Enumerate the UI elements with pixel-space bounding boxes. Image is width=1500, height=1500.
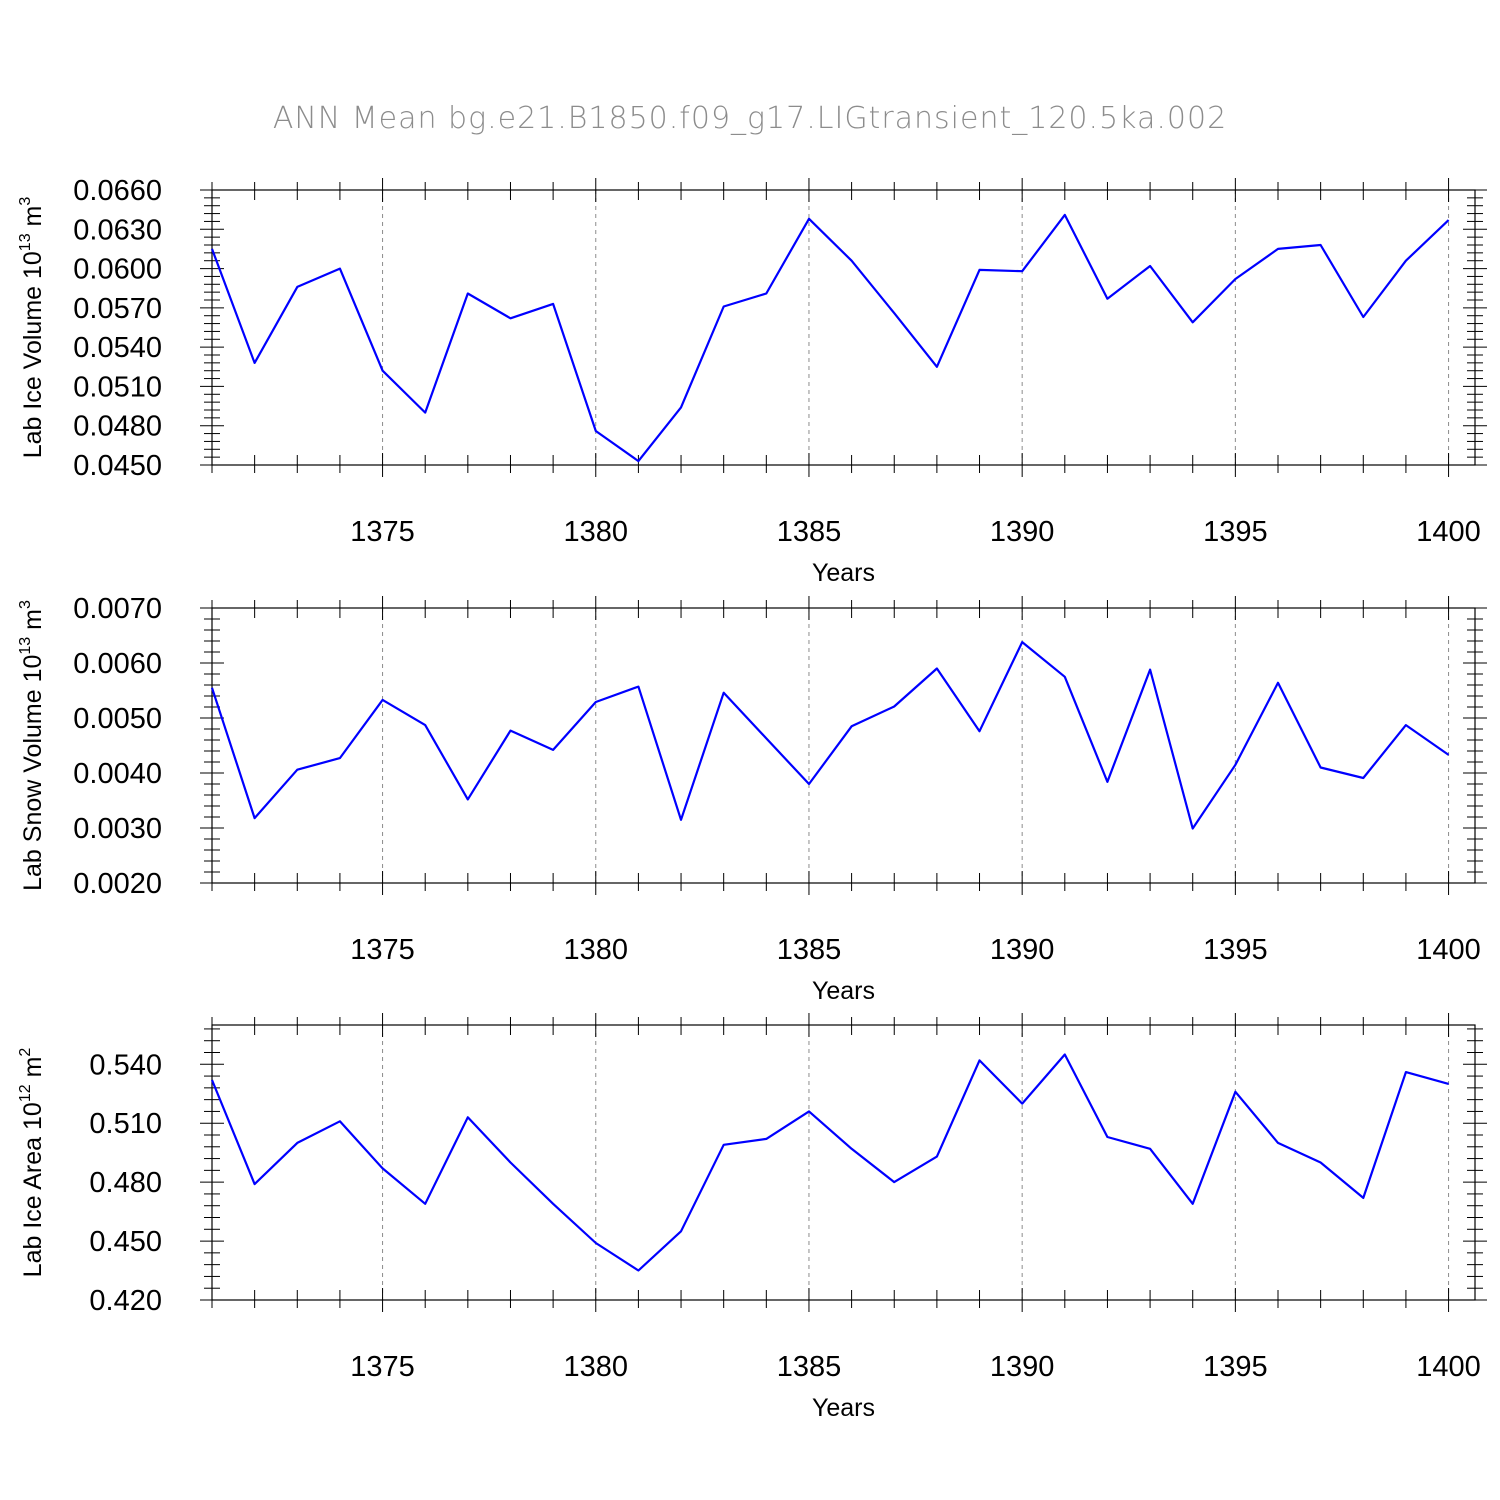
chart-panel-3: 1375 1380 1385 1390 1395 1400 0.420 0.450 0.480 0… [17, 1013, 1487, 1422]
series-line [210, 213, 1450, 463]
series-line [210, 1053, 1449, 1272]
y-tick-label: 0.0600 [73, 254, 162, 286]
x-tick-label: 1390 [990, 934, 1055, 966]
y-tick-label: 0.480 [89, 1167, 162, 1199]
y-tick-label: 0.510 [89, 1108, 162, 1140]
x-tick-label: 1400 [1416, 516, 1481, 548]
y-tick-label: 0.0510 [73, 371, 162, 403]
y-tick-label: 0.540 [89, 1049, 162, 1081]
x-tick-label: 1390 [990, 516, 1055, 548]
y-tick-label: 0.0660 [73, 175, 162, 207]
x-tick-label: 1385 [777, 516, 842, 548]
y-axis-label: Lab Ice Area 1012 m2 [17, 1048, 47, 1278]
plot-frame [211, 607, 1476, 884]
x-tick-label: 1400 [1416, 934, 1481, 966]
x-tick-label: 1375 [350, 934, 415, 966]
y-axis-label: Lab Snow Volume 1013 m3 [17, 600, 47, 891]
y-tick-label: 0.0060 [73, 648, 162, 680]
plot-frame [211, 1024, 1476, 1301]
y-axis-label: Lab Ice Volume 1013 m3 [17, 197, 47, 459]
chart-panel-1: 1375 1380 1385 1390 1395 1400 0.0450 0.0480 0.05… [17, 175, 1487, 587]
y-tick-label: 0.0020 [73, 868, 162, 900]
y-tick-label: 0.0540 [73, 332, 162, 364]
x-axis-label: Years [812, 559, 875, 587]
x-tick-label: 1380 [564, 516, 629, 548]
y-tick-label: 0.0630 [73, 214, 162, 246]
y-tick-label: 0.420 [89, 1285, 162, 1317]
series-line [210, 640, 1450, 830]
y-tick-label: 0.0070 [73, 593, 162, 625]
chart-panel-2: 1375 1380 1385 1390 1395 1400 0.0020 0.0030 0.00… [17, 593, 1487, 1005]
x-tick-label: 1390 [990, 1351, 1055, 1383]
chart-panels: 1375 1380 1385 1390 1395 1400 0.0450 0.0480 0.05… [17, 175, 1487, 1422]
y-tick-label: 0.0450 [73, 450, 162, 482]
y-tick-label: 0.0030 [73, 813, 162, 845]
x-tick-label: 1375 [350, 516, 415, 548]
x-tick-label: 1380 [564, 934, 629, 966]
y-tick-label: 0.450 [89, 1226, 162, 1258]
x-tick-label: 1385 [777, 1351, 842, 1383]
x-tick-label: 1380 [564, 1351, 629, 1383]
y-tick-label: 0.0050 [73, 703, 162, 735]
y-tick-label: 0.0570 [73, 293, 162, 325]
plot-frame [211, 189, 1476, 466]
x-axis-label: Years [812, 1394, 875, 1422]
x-tick-label: 1395 [1203, 516, 1268, 548]
x-tick-label: 1400 [1416, 1351, 1481, 1383]
x-tick-label: 1395 [1203, 1351, 1268, 1383]
x-axis-label: Years [812, 977, 875, 1005]
y-tick-label: 0.0040 [73, 758, 162, 790]
x-tick-label: 1395 [1203, 934, 1268, 966]
y-tick-label: 0.0480 [73, 411, 162, 443]
x-tick-label: 1375 [350, 1351, 415, 1383]
figure-title: ANN Mean bg.e21.B1850.f09_g17.LIGtransie… [273, 101, 1227, 136]
x-tick-label: 1385 [777, 934, 842, 966]
